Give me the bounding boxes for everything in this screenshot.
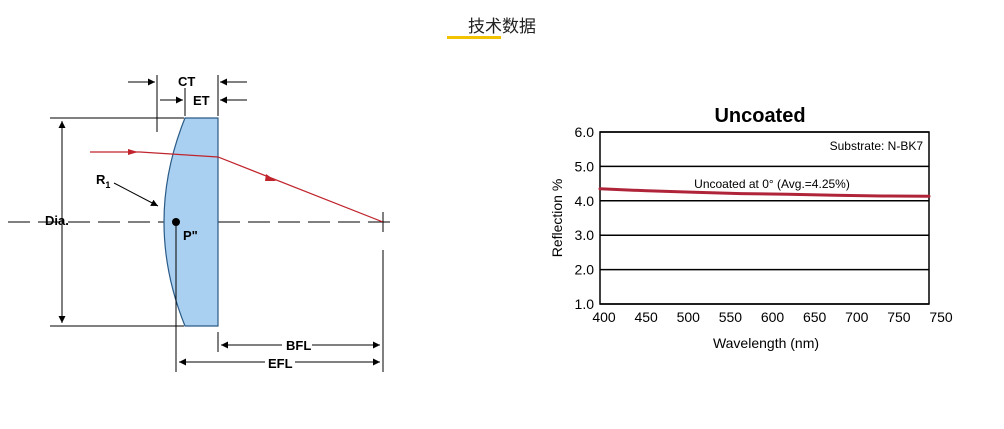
x-axis-label: Wavelength (nm) — [713, 335, 819, 351]
ct-label: CT — [178, 74, 195, 89]
x-tick-label: 750 — [929, 309, 953, 325]
series-line-uncoated — [598, 187, 931, 198]
y-tick-label: 1.0 — [575, 296, 595, 312]
x-tick-label: 650 — [803, 309, 827, 325]
x-tick-label: 550 — [719, 309, 743, 325]
dia-label: Dia. — [45, 213, 69, 228]
p-label: P" — [183, 228, 198, 243]
light-ray — [90, 151, 384, 223]
et-label: ET — [193, 93, 210, 108]
x-tick-label: 500 — [677, 309, 701, 325]
y-axis-label: Reflection % — [549, 179, 565, 258]
chart-title: Uncoated — [714, 105, 805, 127]
series-label: Uncoated at 0° (Avg.=4.25%) — [694, 177, 850, 191]
title-underline — [447, 36, 501, 39]
x-tick-label: 750 — [887, 309, 911, 325]
substrate-annotation: Substrate: N-BK7 — [830, 139, 924, 153]
y-tick-label: 5.0 — [575, 158, 595, 174]
y-tick-label: 6.0 — [575, 124, 595, 140]
x-tick-label: 450 — [634, 309, 658, 325]
x-tick-label: 400 — [592, 309, 616, 325]
x-tick-label: 600 — [761, 309, 785, 325]
y-tick-label: 2.0 — [575, 262, 595, 278]
bfl-label: BFL — [286, 338, 311, 353]
y-tick-label: 3.0 — [575, 227, 595, 243]
reflection-chart: 1.0 2.0 3.0 4.0 5.0 6.0 400 450 500 550 600 650 700 7… — [549, 105, 953, 351]
plot-frame — [599, 131, 930, 305]
efl-label: EFL — [268, 356, 293, 371]
page-title: 技术数据 — [468, 17, 536, 37]
r1-label: R1 — [96, 172, 110, 190]
x-tick-label: 700 — [845, 309, 869, 325]
lens-diagram: Dia. CT ET R1 P" BFL EFL — [8, 74, 392, 372]
lens-shape — [163, 117, 219, 327]
y-tick-label: 4.0 — [575, 193, 595, 209]
